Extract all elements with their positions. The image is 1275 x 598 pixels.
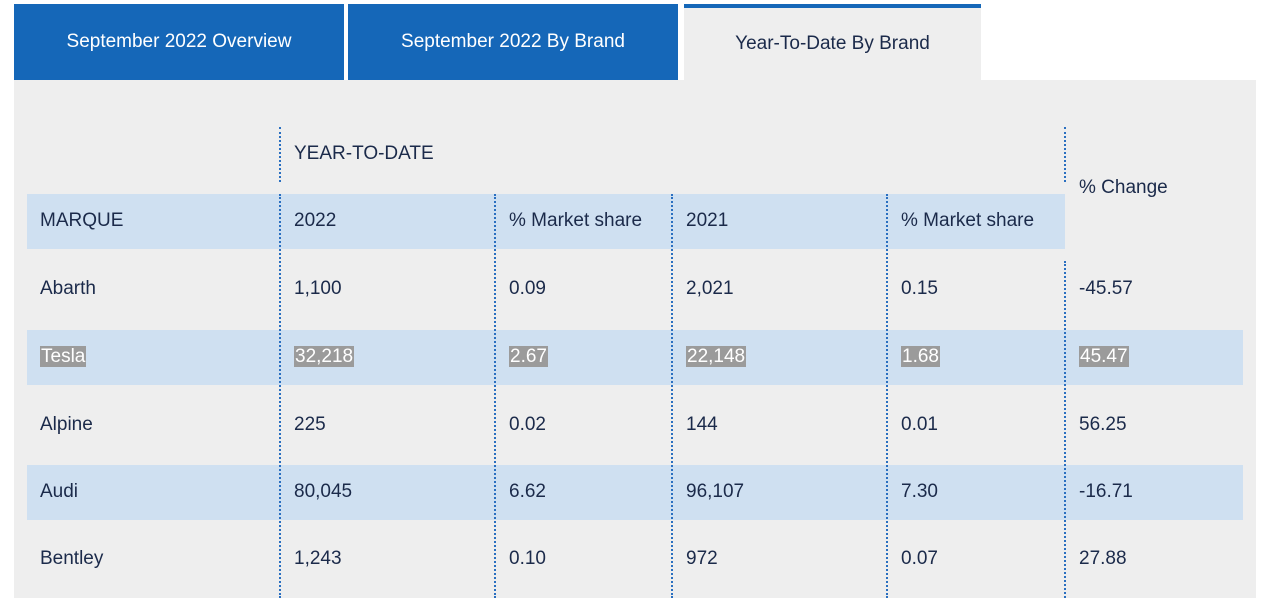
tab-september-by-brand[interactable]: September 2022 By Brand xyxy=(348,4,678,80)
cell-share-2022: 6.62 xyxy=(509,481,546,502)
selected-text: Tesla xyxy=(40,346,87,367)
cell-2022: 225 xyxy=(294,414,326,435)
cell-marque: Alpine xyxy=(40,414,93,435)
cell-share-2022: 0.02 xyxy=(509,414,546,435)
selected-text: 1.68 xyxy=(901,346,940,367)
selected-text: 32,218 xyxy=(294,346,355,367)
cell-share-2022-selected: 2.67 xyxy=(509,344,548,370)
cell-2022: 80,045 xyxy=(294,481,353,502)
column-divider-2022 xyxy=(279,194,281,598)
cell-share-2021: 7.30 xyxy=(901,481,938,502)
cell-2021: 2,021 xyxy=(686,278,734,299)
cell-share-2021: 0.15 xyxy=(901,278,938,299)
cell-share-2022: 0.10 xyxy=(509,548,546,569)
row-band-tesla xyxy=(27,330,1243,385)
tab-september-overview[interactable]: September 2022 Overview xyxy=(14,4,344,80)
cell-share-2021-selected: 1.68 xyxy=(901,344,940,370)
cell-2022: 1,243 xyxy=(294,548,342,569)
header-share-2021: % Market share xyxy=(901,210,1035,231)
group-header-ytd: YEAR-TO-DATE xyxy=(294,143,434,164)
column-divider-share2022 xyxy=(494,194,496,598)
tab-bar: September 2022 Overview September 2022 B… xyxy=(0,0,1275,80)
selected-text: 2.67 xyxy=(509,346,548,367)
change-header-divider xyxy=(1064,127,1066,182)
cell-marque: Audi xyxy=(40,481,79,502)
cell-share-2021: 0.01 xyxy=(901,414,938,435)
cell-marque-selected: Tesla xyxy=(40,344,87,370)
cell-2021: 96,107 xyxy=(686,481,745,502)
cell-share-2021: 0.07 xyxy=(901,548,938,569)
cell-share-2022: 0.09 xyxy=(509,278,546,299)
cell-2022: 1,100 xyxy=(294,278,342,299)
cell-change-selected: 45.47 xyxy=(1079,344,1129,370)
header-percent-change: % Change xyxy=(1079,177,1168,198)
cell-2021: 972 xyxy=(686,548,718,569)
cell-2021: 144 xyxy=(686,414,718,435)
column-divider-2021 xyxy=(671,194,673,598)
cell-change: -16.71 xyxy=(1079,481,1133,502)
cell-change: 27.88 xyxy=(1079,548,1127,569)
cell-marque: Bentley xyxy=(40,548,104,569)
cell-marque: Abarth xyxy=(40,278,96,299)
column-divider-share2021 xyxy=(886,194,888,598)
header-share-2022: % Market share xyxy=(509,210,643,231)
cell-change: 56.25 xyxy=(1079,414,1127,435)
cell-2021-selected: 22,148 xyxy=(686,344,747,370)
ytd-table-panel: YEAR-TO-DATE % Change MARQUE 2022 % Mark… xyxy=(14,80,1256,598)
cell-change: -45.57 xyxy=(1079,278,1133,299)
cell-2022-selected: 32,218 xyxy=(294,344,355,370)
group-header-divider xyxy=(279,127,281,182)
column-divider-change xyxy=(1064,261,1066,598)
header-2021: 2021 xyxy=(686,210,729,231)
header-2022: 2022 xyxy=(294,210,337,231)
tab-ytd-by-brand[interactable]: Year-To-Date By Brand xyxy=(684,4,981,80)
selected-text: 45.47 xyxy=(1079,346,1129,367)
row-band-audi xyxy=(27,465,1243,520)
column-header-band xyxy=(27,194,1065,249)
header-marque: MARQUE xyxy=(40,210,124,231)
selected-text: 22,148 xyxy=(686,346,747,367)
